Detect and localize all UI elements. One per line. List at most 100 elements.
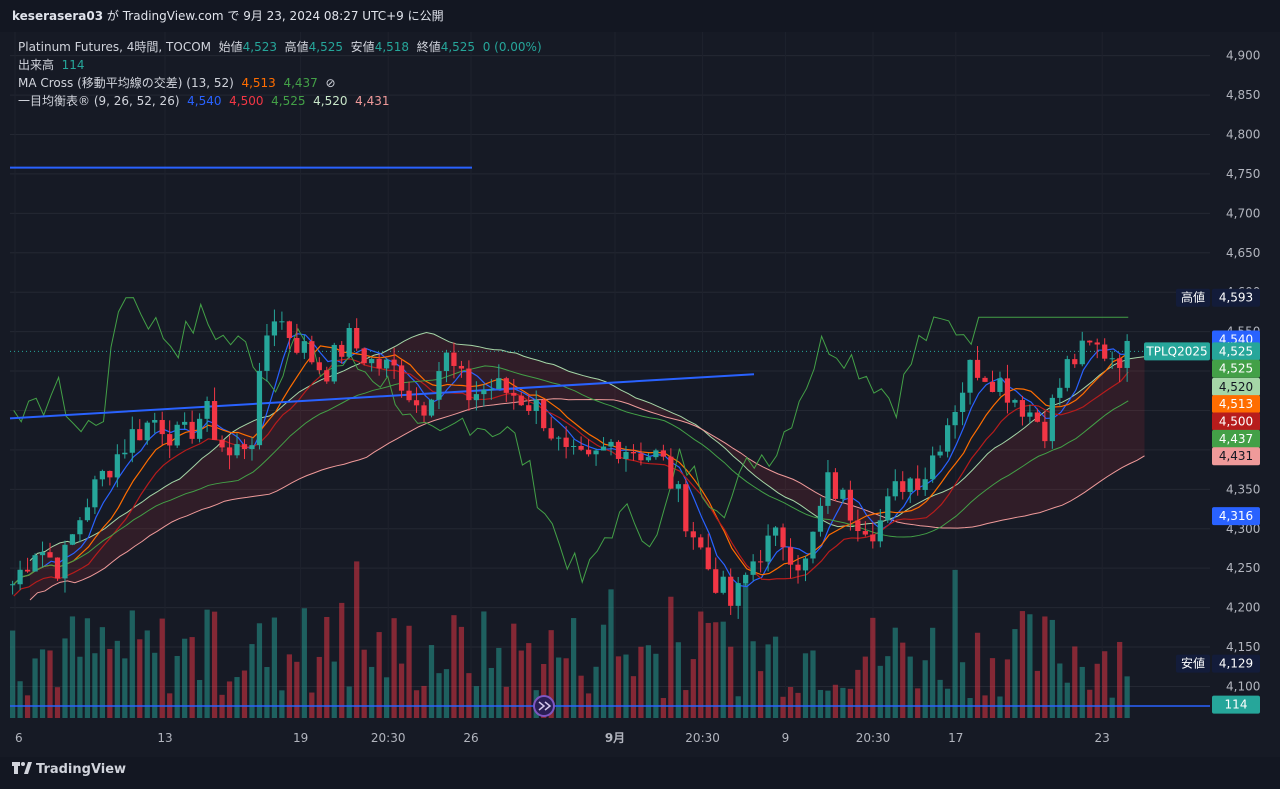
volume-label[interactable]: 出来高 [18, 58, 55, 72]
candle-body [1124, 340, 1130, 368]
price-label-prefix-box [1176, 654, 1210, 673]
volume-bar [653, 653, 659, 718]
price-label-box [1212, 447, 1260, 466]
candle-body [466, 368, 472, 401]
price-tick-label: 4,700 [1226, 206, 1260, 220]
volume-bar [234, 677, 240, 718]
candle-body [264, 335, 270, 371]
volume-bar [204, 609, 210, 718]
volume-bar [765, 644, 771, 718]
candle-body [930, 455, 936, 480]
volume-bar [279, 690, 285, 718]
hide-icon[interactable]: ⊘ [325, 76, 336, 90]
volume-bar [638, 646, 644, 718]
senkou-span-a-line [29, 331, 1145, 561]
volume-bar [473, 686, 479, 718]
volume-bar [563, 658, 569, 718]
volume-bar [32, 658, 38, 718]
candle-body [630, 451, 637, 454]
price-labels: 4,593高値4,5404,525TPLQ20254,5254,5204,513… [1144, 288, 1260, 714]
time-tick-label: 20:30 [856, 731, 891, 745]
time-axis[interactable]: 6 13 19 20:30 26 9月 20:30 9 20:30 17 23 [15, 731, 1110, 745]
candle-body [608, 441, 614, 447]
price-label: 4,437 [1212, 429, 1260, 448]
price-tick-label: 4,150 [1226, 640, 1260, 654]
high-label: 高値 [284, 40, 309, 54]
volume-bar [331, 661, 337, 718]
price-label: 4,129 安値 [1176, 654, 1260, 673]
candle-body [361, 348, 367, 364]
ohlc-row: Platinum Futures, 4時間, TOCOM 始値4,523 高値4… [18, 38, 542, 56]
candle-body [503, 378, 509, 393]
candle-body [458, 365, 465, 369]
tenkan-value: 4,540 [187, 94, 222, 108]
symbol-title[interactable]: Platinum Futures, 4時間, TOCOM [18, 40, 211, 54]
volume-bar [907, 656, 913, 718]
ichimoku-label[interactable]: 一目均衡表® (9, 26, 52, 26) [18, 94, 180, 108]
candle-body [900, 481, 906, 492]
candle-body [578, 445, 584, 450]
ma-slow-value: 4,437 [283, 76, 318, 90]
time-tick-label: 20:30 [371, 731, 406, 745]
volume-bar [728, 646, 734, 718]
volume-bar [571, 618, 577, 718]
candle-body [518, 395, 524, 406]
candle-body [241, 444, 248, 450]
candle-body [436, 371, 442, 400]
candle-body [398, 365, 405, 391]
publish-info: が TradingView.com で 9月 23, 2024 08:27 UT… [106, 9, 444, 23]
volume-bar [226, 681, 233, 718]
price-tick-label: 4,300 [1226, 522, 1260, 536]
volume-bar [743, 582, 749, 718]
volume-bar [316, 656, 322, 718]
ma-cross-label[interactable]: MA Cross (移動平均線の交差) (13, 52) [18, 76, 234, 90]
volume-bar [870, 617, 876, 718]
volume-bar [855, 669, 861, 718]
price-label-text: 4,593 [1219, 291, 1253, 305]
volume-bar [1019, 611, 1026, 718]
candle-body [384, 359, 390, 369]
price-label-text: 4,520 [1219, 380, 1253, 394]
candle-body [832, 472, 839, 499]
chart-canvas[interactable]: 4,9004,8504,8004,7504,7004,6504,6004,550… [0, 32, 1280, 757]
price-label-prefix-box [1144, 342, 1210, 361]
volume-bar [1079, 666, 1085, 718]
candle-body [967, 359, 973, 393]
volume-bar [900, 642, 906, 718]
volume-bar [488, 667, 494, 718]
candle-body [668, 456, 674, 489]
replay-marker[interactable] [533, 695, 555, 717]
price-label-prefix: TPLQ2025 [1145, 344, 1207, 358]
volume-value: 114 [61, 58, 85, 72]
volume-bar [174, 655, 180, 718]
volume-bar [817, 689, 824, 718]
candle-body [593, 450, 599, 455]
price-label: 4,500 [1212, 412, 1260, 431]
volume-bar [660, 697, 666, 718]
volume-bar [47, 650, 53, 718]
tradingview-logo[interactable]: TradingView [12, 762, 126, 777]
candle-body [107, 470, 113, 478]
volume-bar [376, 632, 382, 718]
volume-bar [107, 648, 113, 718]
candle-body [488, 389, 494, 391]
candle-body [1087, 340, 1093, 343]
forward-icon [538, 701, 552, 711]
time-tick-label: 9 [782, 731, 790, 745]
author-name[interactable]: keserasera03 [12, 9, 104, 23]
volume-bar [578, 675, 584, 718]
price-label: 114 [1212, 695, 1260, 714]
candle-body [77, 520, 83, 535]
candle-body [391, 359, 397, 366]
price-label-box [1212, 412, 1260, 431]
volume-bar [989, 658, 996, 718]
time-tick-label: 9月 [605, 731, 625, 745]
volume-bar [286, 654, 292, 718]
volume-bar [369, 666, 375, 718]
price-label-text: 4,316 [1219, 509, 1253, 523]
trend-line [9, 373, 755, 420]
volume-bar [451, 615, 457, 718]
volume-bar [436, 673, 442, 718]
candle-body [10, 584, 16, 586]
candle-body [339, 344, 345, 357]
